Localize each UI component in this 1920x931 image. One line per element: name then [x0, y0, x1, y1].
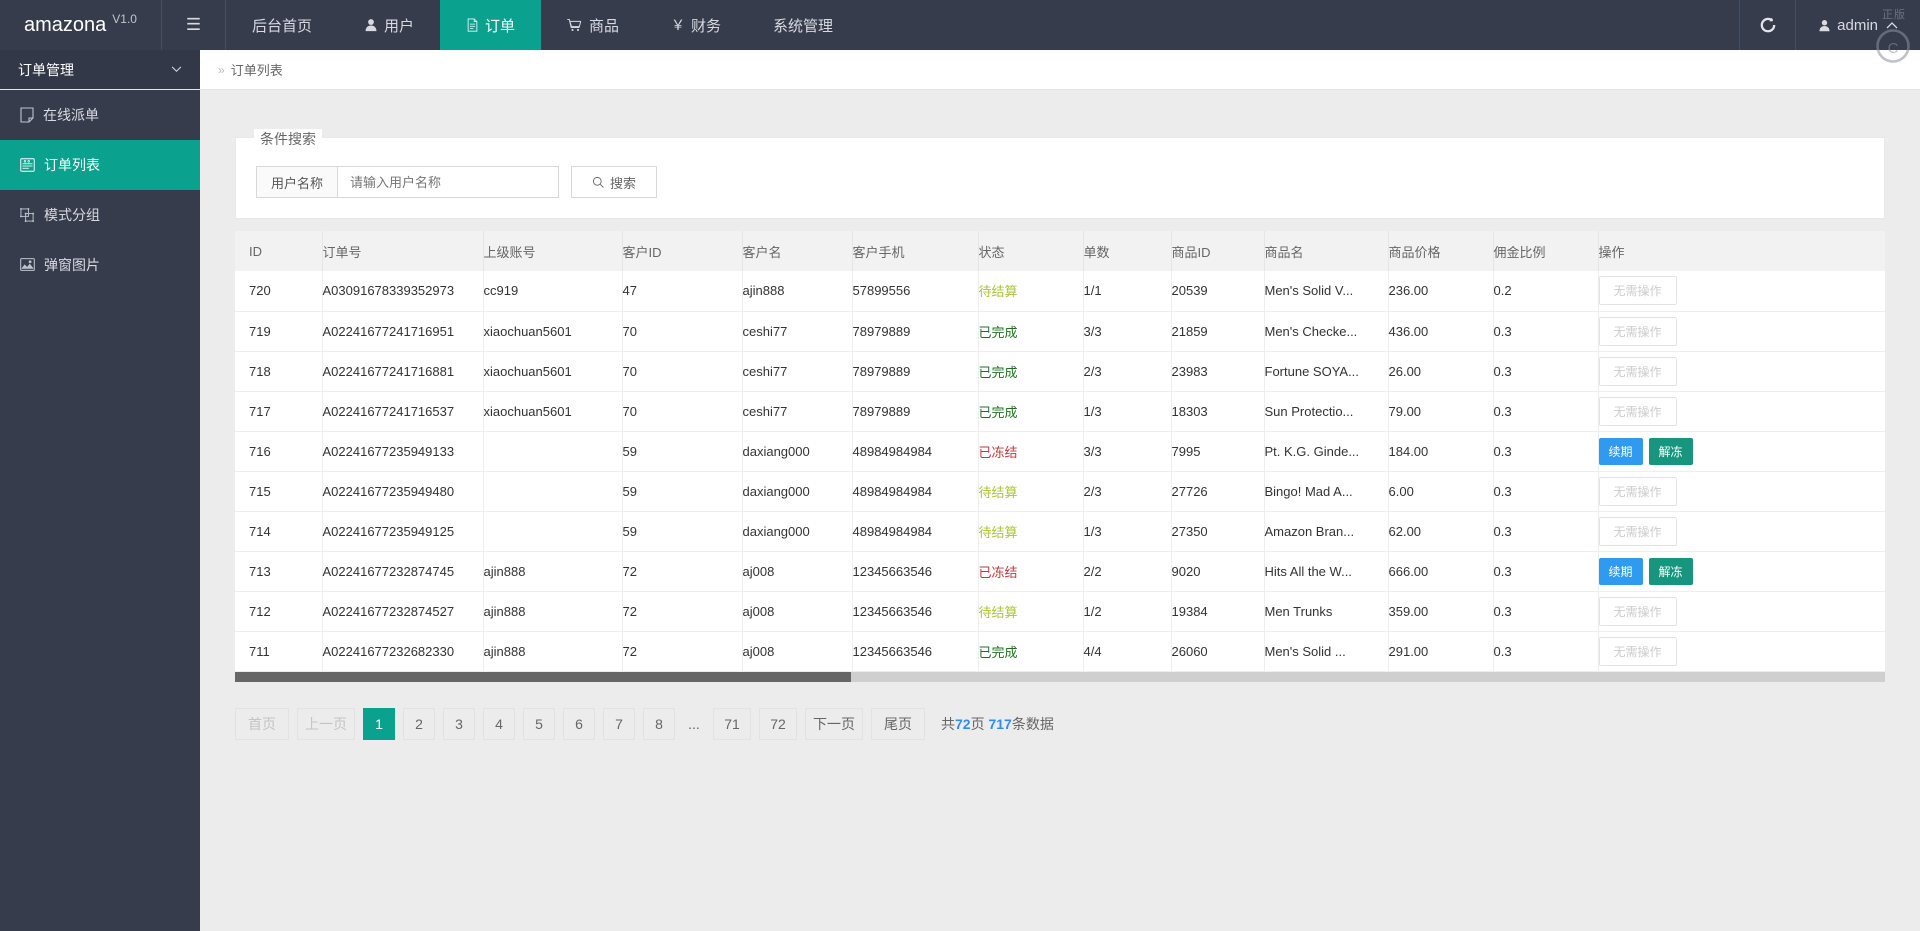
- svg-text:C: C: [1888, 40, 1899, 57]
